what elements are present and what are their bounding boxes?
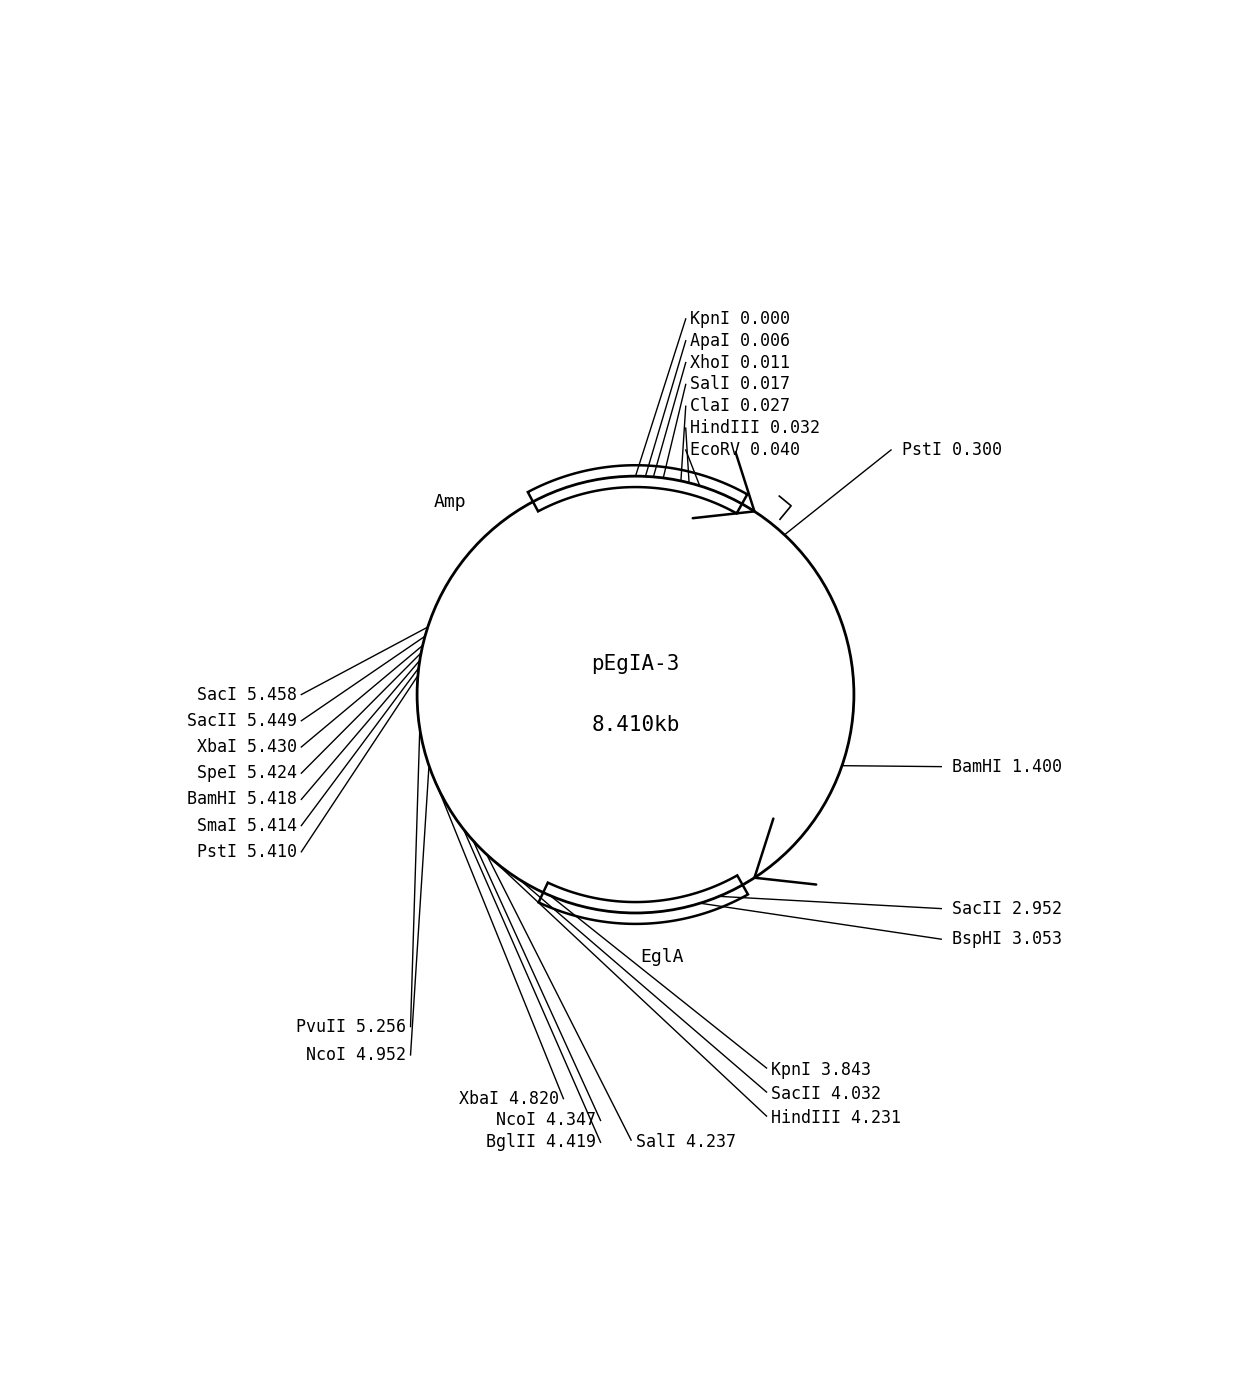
Text: 8.410kb: 8.410kb <box>591 715 680 735</box>
Text: PstI 5.410: PstI 5.410 <box>197 842 296 861</box>
Text: BglII 4.419: BglII 4.419 <box>486 1133 596 1151</box>
Text: SpeI 5.424: SpeI 5.424 <box>197 764 296 782</box>
Text: EglA: EglA <box>640 947 683 965</box>
Text: KpnI 0.000: KpnI 0.000 <box>691 310 790 328</box>
Text: XbaI 5.430: XbaI 5.430 <box>197 738 296 756</box>
Text: ClaI 0.027: ClaI 0.027 <box>691 397 790 415</box>
Text: KpnI 3.843: KpnI 3.843 <box>771 1062 870 1080</box>
Text: SacII 4.032: SacII 4.032 <box>771 1085 880 1104</box>
Text: PvuII 5.256: PvuII 5.256 <box>296 1017 407 1035</box>
Text: BamHI 1.400: BamHI 1.400 <box>952 757 1063 775</box>
Text: SacII 5.449: SacII 5.449 <box>187 712 296 729</box>
Text: SmaI 5.414: SmaI 5.414 <box>197 817 296 834</box>
Text: EcoRV 0.040: EcoRV 0.040 <box>691 441 800 460</box>
Text: HindIII 0.032: HindIII 0.032 <box>691 419 820 437</box>
Text: BspHI 3.053: BspHI 3.053 <box>952 930 1063 949</box>
Text: SalI 4.237: SalI 4.237 <box>635 1133 735 1151</box>
Text: SacI 5.458: SacI 5.458 <box>197 686 296 704</box>
Text: SalI 0.017: SalI 0.017 <box>691 376 790 394</box>
Text: XbaI 4.820: XbaI 4.820 <box>459 1090 559 1108</box>
Text: PstI 0.300: PstI 0.300 <box>901 441 1002 460</box>
Text: pEgIA-3: pEgIA-3 <box>591 654 680 673</box>
Text: Amp: Amp <box>434 493 466 511</box>
Text: SacII 2.952: SacII 2.952 <box>952 900 1063 918</box>
Text: BamHI 5.418: BamHI 5.418 <box>187 791 296 809</box>
Text: ApaI 0.006: ApaI 0.006 <box>691 331 790 349</box>
Text: NcoI 4.347: NcoI 4.347 <box>496 1112 596 1129</box>
Text: XhoI 0.011: XhoI 0.011 <box>691 353 790 372</box>
Text: HindIII 4.231: HindIII 4.231 <box>771 1109 901 1127</box>
Text: NcoI 4.952: NcoI 4.952 <box>306 1046 407 1065</box>
